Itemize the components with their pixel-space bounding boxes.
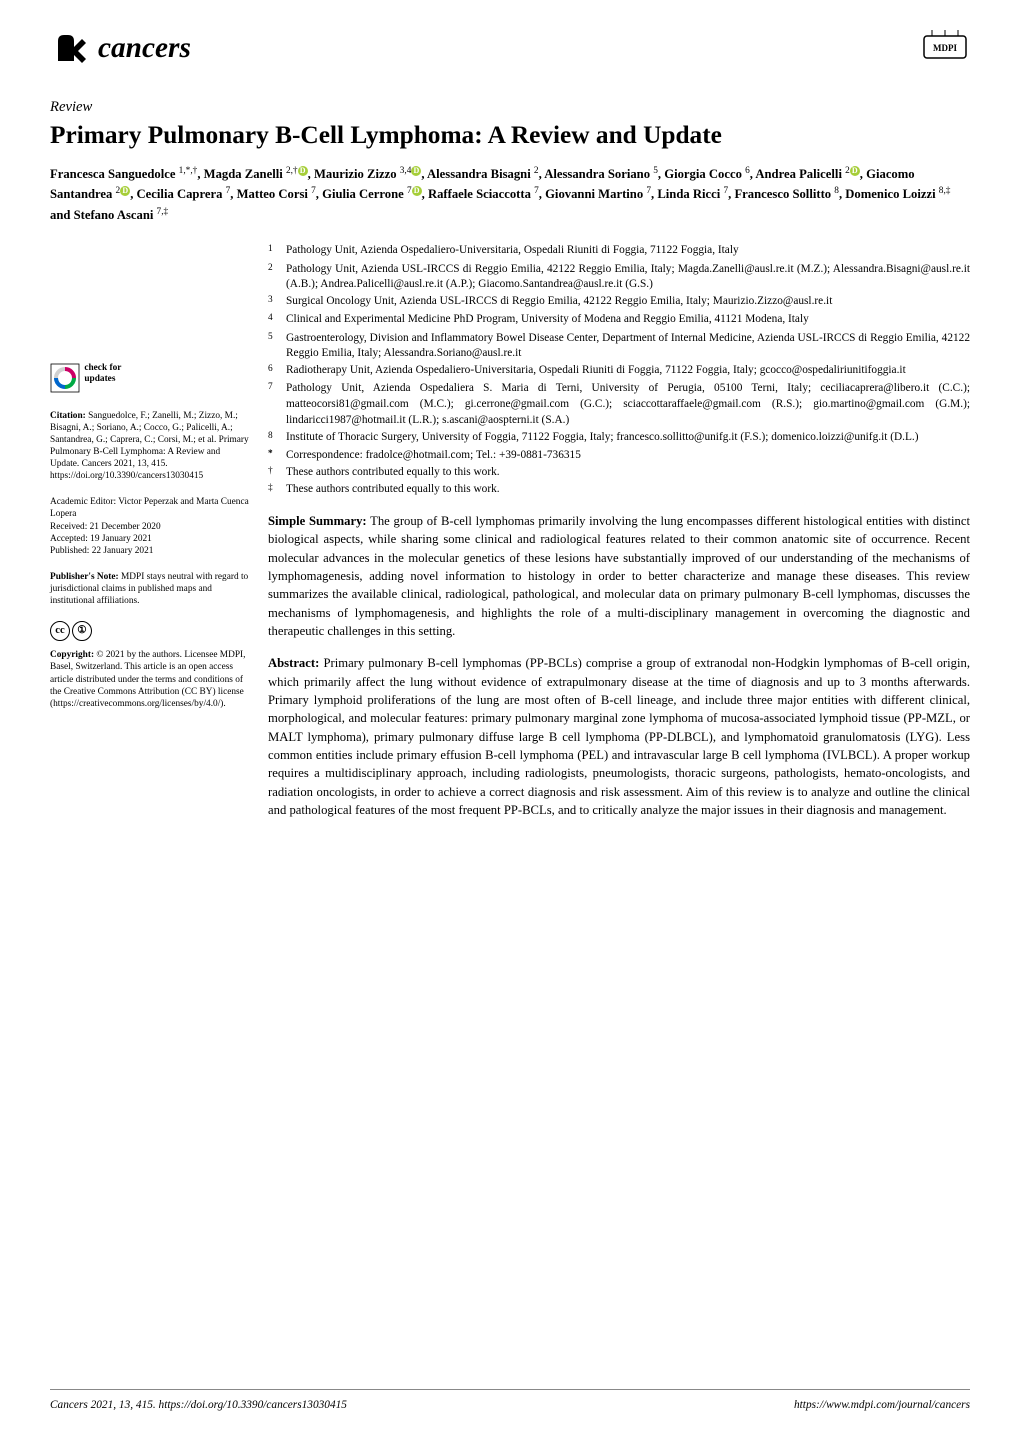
main-content: check forupdates Citation: Sanguedolce, … <box>0 243 1020 819</box>
copyright-block: Copyright: © 2021 by the authors. Licens… <box>50 649 250 710</box>
abstract-label: Abstract: <box>268 656 319 670</box>
orcid-icon: D <box>850 166 860 176</box>
abstract-text: Primary pulmonary B-cell lymphomas (PP-B… <box>268 656 970 817</box>
sidebar: check forupdates Citation: Sanguedolce, … <box>50 243 250 819</box>
affiliation-item: 6Radiotherapy Unit, Azienda Ospedaliero-… <box>268 363 970 380</box>
published-label: Published: <box>50 546 89 556</box>
article-title: Primary Pulmonary B-Cell Lymphoma: A Rev… <box>0 118 1020 164</box>
check-updates-block[interactable]: check forupdates <box>50 363 250 397</box>
article-type: Review <box>0 77 1020 118</box>
publication-info: Academic Editor: Victor Peperzak and Mar… <box>50 496 250 557</box>
footnote-item: ‡These authors contributed equally to th… <box>268 482 970 498</box>
received-label: Received: <box>50 522 87 532</box>
affiliation-item: 3Surgical Oncology Unit, Azienda USL-IRC… <box>268 294 970 311</box>
editor-label: Academic Editor: <box>50 497 116 507</box>
orcid-icon: D <box>411 166 421 176</box>
page-footer: Cancers 2021, 13, 415. https://doi.org/1… <box>50 1389 970 1414</box>
received-date: 21 December 2020 <box>90 522 161 532</box>
page-header: cancers MDPI <box>0 0 1020 77</box>
cc-license-block: cc① <box>50 621 250 641</box>
check-updates-label: check forupdates <box>84 363 121 384</box>
cancers-logo-icon <box>50 29 90 69</box>
simple-summary-text: The group of B-cell lymphomas primarily … <box>268 514 970 638</box>
published-date: 22 January 2021 <box>92 546 154 556</box>
accepted-date: 19 January 2021 <box>90 534 152 544</box>
orcid-icon: D <box>298 166 308 176</box>
footer-journal-url[interactable]: https://www.mdpi.com/journal/cancers <box>794 1398 970 1414</box>
cc-icons: cc① <box>50 621 94 641</box>
publisher-note-label: Publisher's Note: <box>50 572 119 582</box>
publisher-note-block: Publisher's Note: MDPI stays neutral wit… <box>50 571 250 607</box>
journal-name: cancers <box>98 28 191 69</box>
citation-block: Citation: Sanguedolce, F.; Zanelli, M.; … <box>50 410 250 483</box>
footnote-item: †These authors contributed equally to th… <box>268 465 970 481</box>
orcid-icon: D <box>120 186 130 196</box>
abstract-block: Abstract: Primary pulmonary B-cell lymph… <box>268 654 970 819</box>
svg-text:MDPI: MDPI <box>933 43 957 53</box>
simple-summary-label: Simple Summary: <box>268 514 367 528</box>
accepted-label: Accepted: <box>50 534 88 544</box>
cc-icon: cc <box>50 621 70 641</box>
citation-label: Citation: <box>50 411 86 421</box>
journal-logo-block: cancers <box>50 28 191 69</box>
citation-text: Sanguedolce, F.; Zanelli, M.; Zizzo, M.;… <box>50 411 249 482</box>
affiliation-item: 5Gastroenterology, Division and Inflamma… <box>268 331 970 363</box>
copyright-label: Copyright: <box>50 650 94 660</box>
by-icon: ① <box>72 621 92 641</box>
authors-list: Francesca Sanguedolce 1,*,†, Magda Zanel… <box>0 164 1020 243</box>
affiliation-item: 2Pathology Unit, Azienda USL-IRCCS di Re… <box>268 262 970 294</box>
affiliation-item: 1Pathology Unit, Azienda Ospedaliero-Uni… <box>268 243 970 260</box>
affiliations-list: 1Pathology Unit, Azienda Ospedaliero-Uni… <box>268 243 970 497</box>
correspondence-item: *Correspondence: fradolce@hotmail.com; T… <box>268 448 970 464</box>
footer-citation: Cancers 2021, 13, 415. https://doi.org/1… <box>50 1398 347 1414</box>
orcid-icon: D <box>412 186 422 196</box>
check-updates-icon <box>50 363 80 393</box>
simple-summary-block: Simple Summary: The group of B-cell lymp… <box>268 512 970 641</box>
affiliation-item: 8Institute of Thoracic Surgery, Universi… <box>268 430 970 447</box>
affiliation-item: 4Clinical and Experimental Medicine PhD … <box>268 312 970 329</box>
article-body: 1Pathology Unit, Azienda Ospedaliero-Uni… <box>268 243 970 819</box>
affiliation-item: 7Pathology Unit, Azienda Ospedaliera S. … <box>268 381 970 429</box>
mdpi-logo-icon: MDPI <box>920 28 970 63</box>
